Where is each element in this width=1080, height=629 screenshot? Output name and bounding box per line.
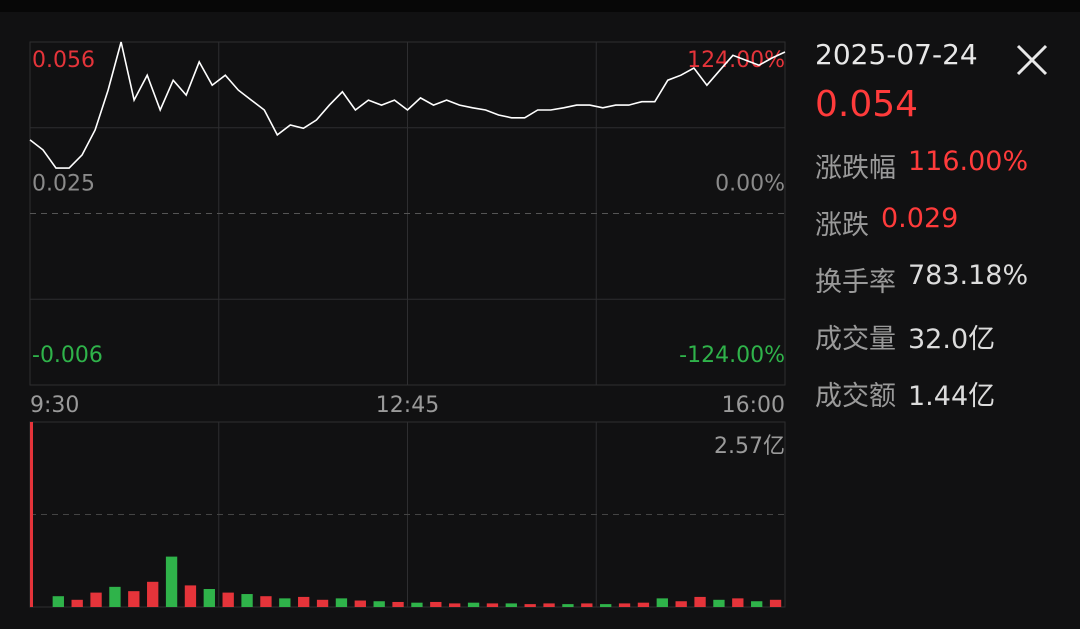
volume-bar: [298, 596, 310, 607]
volume-bar: [467, 602, 480, 607]
info-row: 涨跌 0.029: [815, 203, 1075, 260]
price-line: [29, 41, 786, 169]
volume-bar: [392, 601, 404, 607]
info-value: 783.18%: [908, 260, 1029, 291]
volume-bar: [732, 598, 744, 607]
volume-bar: [335, 598, 348, 607]
info-label: 涨跌: [815, 210, 869, 241]
volume-bar: [52, 596, 64, 607]
volume-bar: [486, 603, 499, 607]
volume-bar: [71, 599, 83, 607]
volume-bar: [30, 422, 33, 607]
y2-tick-label: 124.00%: [687, 48, 785, 73]
volume-bar: [637, 602, 650, 607]
volume-bar: [581, 603, 593, 607]
volume-bar: [562, 604, 574, 607]
info-row: 涨跌幅 116.00%: [815, 146, 1075, 203]
volume-bar: [769, 599, 782, 607]
info-value: 1.44亿: [908, 381, 996, 412]
x-tick-label: 9:30: [30, 393, 79, 418]
volume-bar: [147, 581, 159, 607]
volume-bar: [109, 586, 121, 607]
volume-bar: [222, 592, 234, 607]
volume-bar: [241, 594, 253, 607]
volume-bar: [184, 585, 197, 607]
y2-tick-label: 0.00%: [715, 172, 785, 197]
volume-tick-label: 2.57亿: [714, 434, 785, 459]
y-tick-label: 0.025: [32, 172, 95, 197]
volume-bar: [751, 601, 763, 607]
volume-bar: [354, 600, 366, 607]
top-strip: [0, 0, 1080, 12]
volume-bar: [694, 596, 706, 607]
info-label: 涨跌幅: [815, 153, 896, 184]
volume-bar: [279, 598, 291, 607]
volume-bar: [600, 604, 612, 607]
info-value: 32.0亿: [908, 324, 996, 355]
volume-bar: [543, 603, 555, 607]
info-panel: 2025-07-24 0.054 涨跌幅 116.00% 涨跌 0.029 换手率 783…: [815, 38, 1075, 431]
volume-bar: [675, 601, 687, 607]
volume-bar: [411, 602, 423, 607]
volume-bar: [165, 556, 178, 607]
info-label: 换手率: [815, 267, 896, 298]
y-tick-label: 0.056: [32, 48, 95, 73]
price: 0.054: [815, 84, 919, 125]
volume-bar: [449, 603, 461, 607]
info-value: 0.029: [881, 203, 959, 234]
volume-bar: [90, 592, 102, 607]
volume-bar: [260, 596, 272, 607]
volume-bar: [430, 601, 442, 607]
x-tick-label: 16:00: [722, 393, 785, 418]
volume-bar: [524, 604, 536, 607]
y2-tick-label: -124.00%: [679, 343, 785, 368]
info-value: 116.00%: [908, 146, 1029, 177]
info-row: 成交量 32.0亿: [815, 317, 1075, 374]
date: 2025-07-24: [815, 38, 978, 71]
volume-bar: [618, 603, 631, 607]
info-row: 换手率 783.18%: [815, 260, 1075, 317]
volume-bar: [713, 599, 725, 607]
x-tick-label: 12:45: [376, 393, 439, 418]
volume-bar: [656, 598, 668, 607]
volume-bar: [505, 603, 517, 607]
volume-bar: [373, 601, 385, 607]
close-button[interactable]: [1016, 44, 1048, 76]
volume-bar: [128, 591, 140, 607]
info-row: 成交额 1.44亿: [815, 374, 1075, 431]
volume-bar: [316, 599, 329, 607]
volume-bar: [203, 589, 215, 607]
y-tick-label: -0.006: [32, 343, 103, 368]
info-label: 成交额: [815, 381, 896, 412]
info-label: 成交量: [815, 324, 896, 355]
